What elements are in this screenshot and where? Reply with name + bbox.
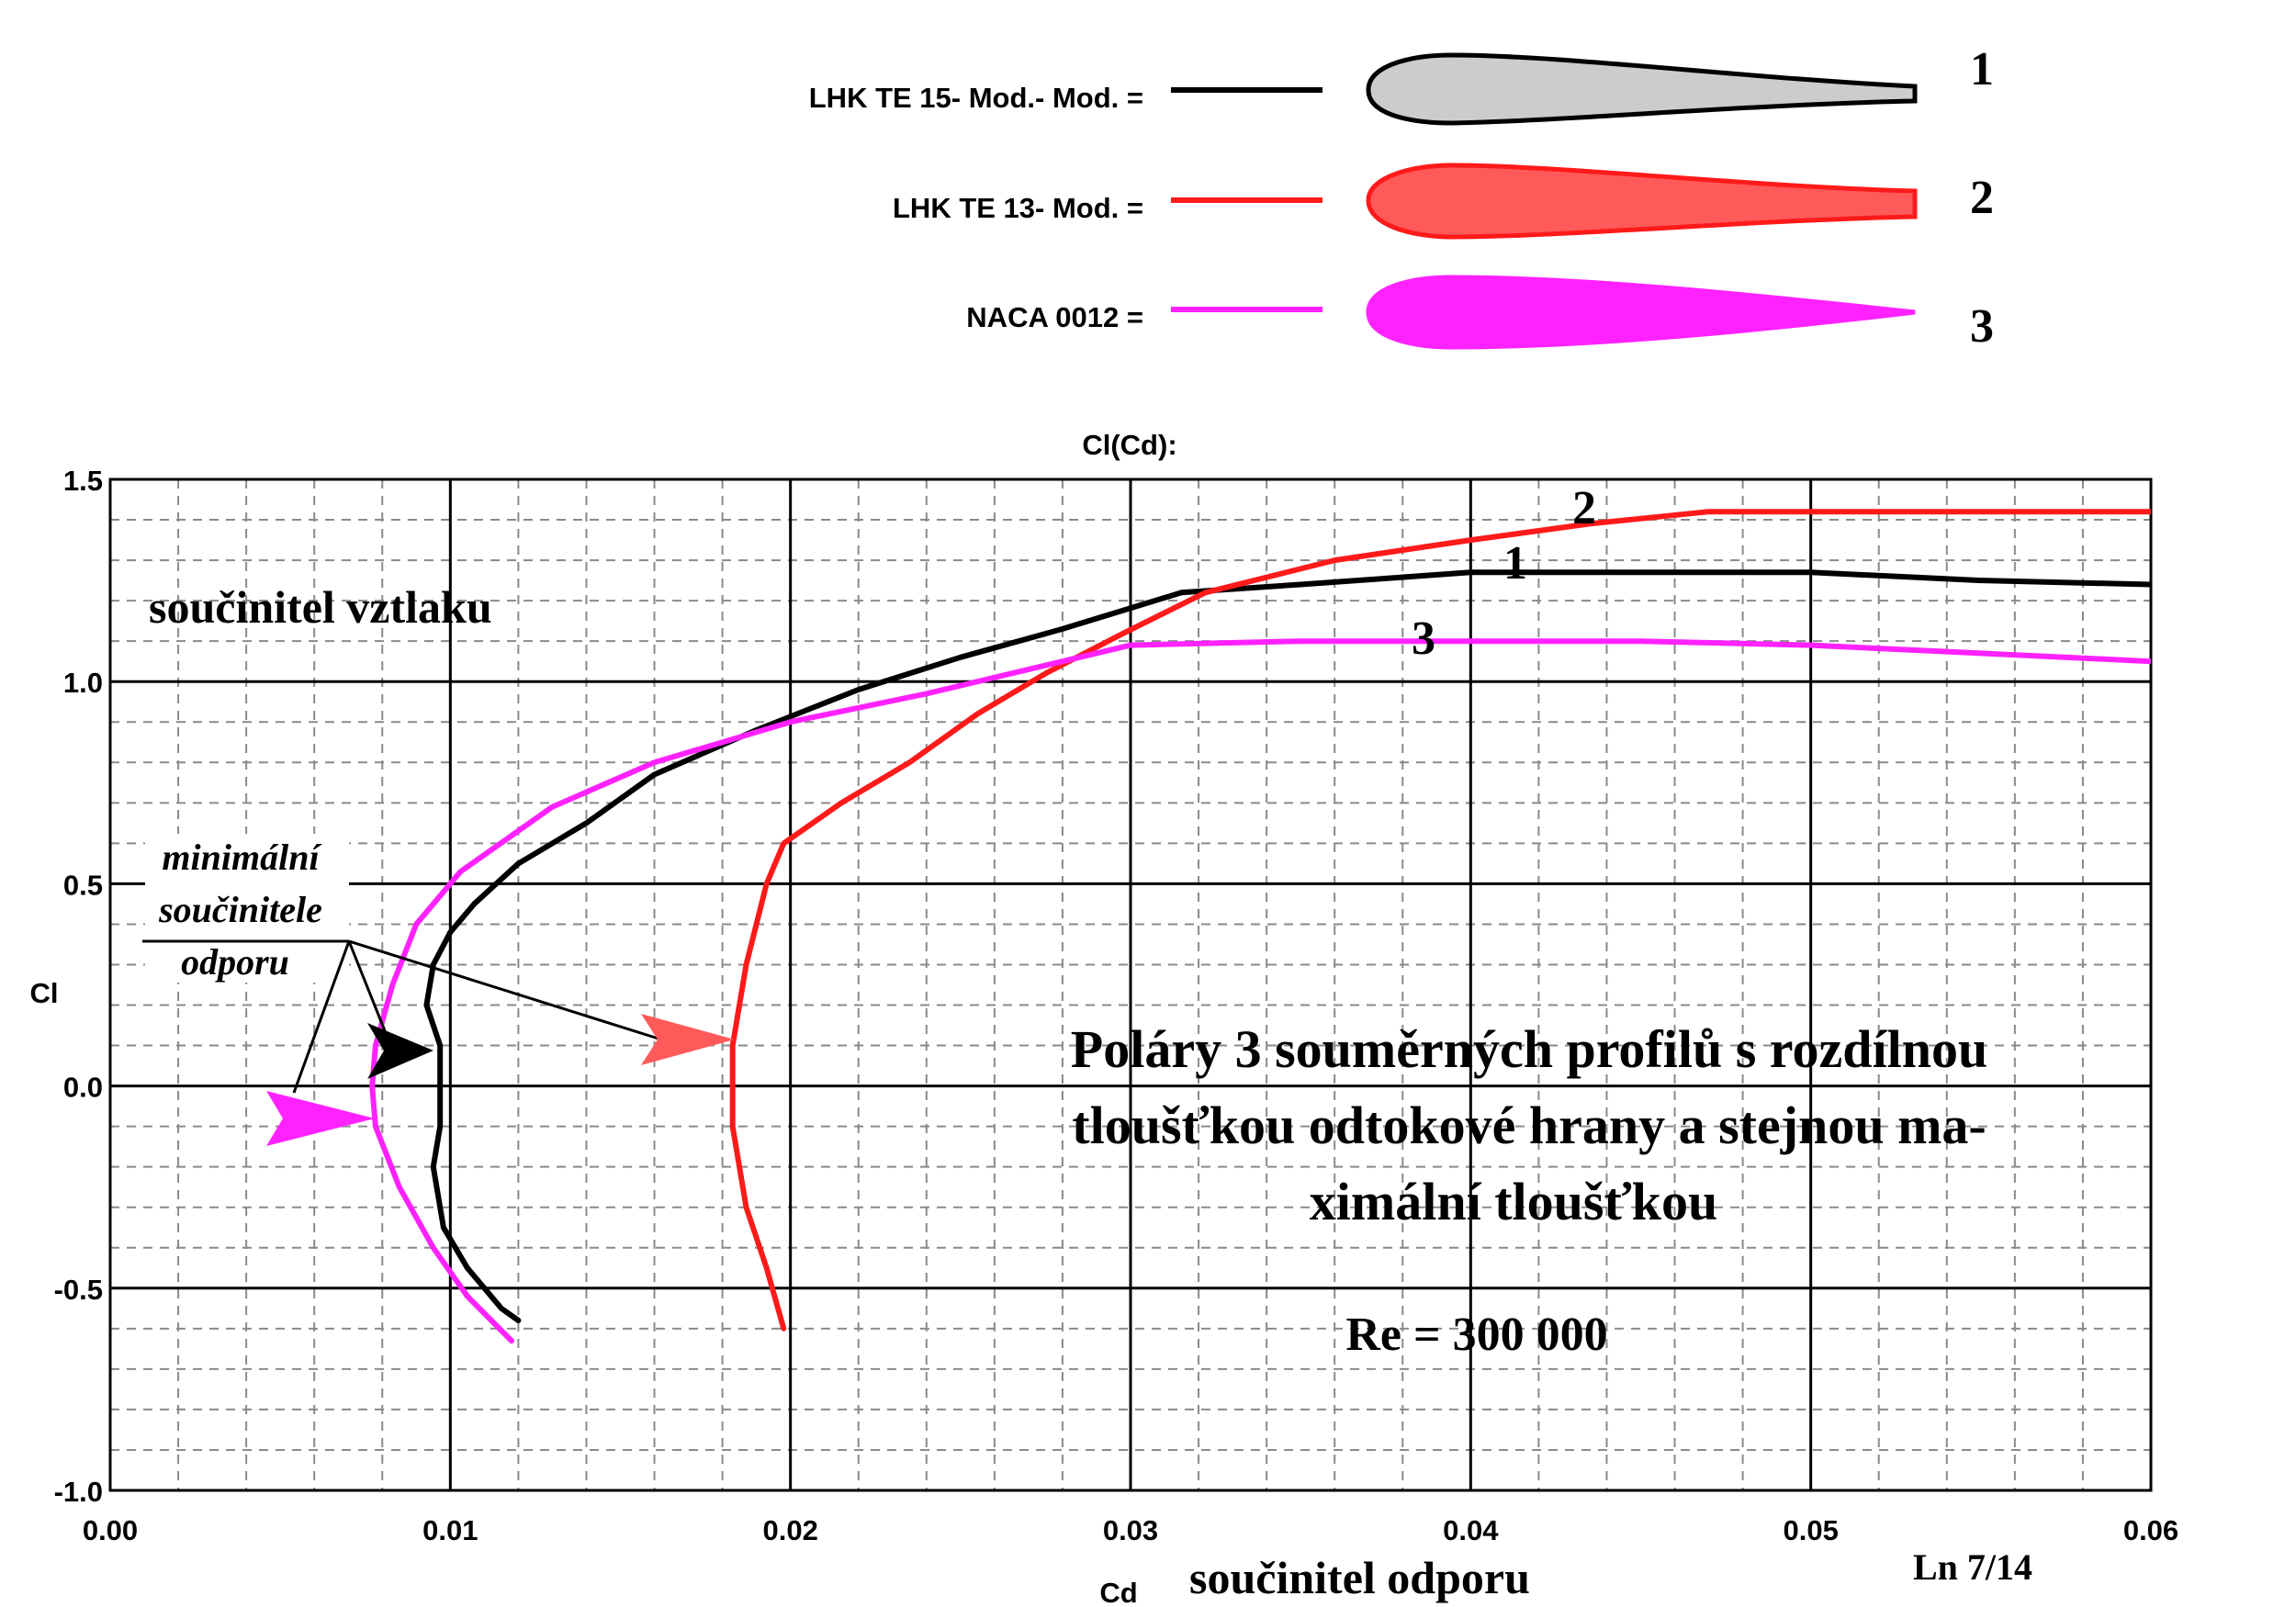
- grid-minor: [110, 479, 2151, 1490]
- chart-title: Cl(Cd):: [1082, 429, 1176, 461]
- arrow-naca: [266, 1091, 375, 1146]
- reynolds-number: Re = 300 000: [1345, 1309, 1607, 1361]
- x-tick-label: 0.00: [83, 1514, 138, 1546]
- legend-label-3: NACA 0012 =: [966, 301, 1143, 333]
- main-text-line-3: ximální tloušťkou: [1310, 1172, 1717, 1231]
- y-tick-label: 0.5: [63, 869, 103, 901]
- legend-label-1: LHK TE 15- Mod.- Mod. =: [809, 82, 1143, 114]
- min-drag-annotation-bg: [145, 834, 349, 983]
- x-tick-label: 0.01: [422, 1514, 478, 1546]
- series-line-3: [369, 638, 2151, 1344]
- arrow-lhk15: [367, 1023, 433, 1079]
- legend-number-3: 3: [1970, 300, 1994, 353]
- airfoil-profile-1: [1366, 52, 1918, 126]
- legend-number-1: 1: [1970, 43, 1994, 96]
- pointer-line-lhk13: [348, 939, 662, 1041]
- main-text-line-2: tloušťkou odtokové hrany a stejnou ma-: [1072, 1096, 1986, 1155]
- x-tick-label: 0.06: [2123, 1514, 2178, 1546]
- x-tick-label: 0.03: [1103, 1514, 1158, 1546]
- main-text-line-1: Poláry 3 souměrných profilů s rozdílnou: [1071, 1019, 1987, 1079]
- curve-numbers: 2 1 3: [1412, 482, 1596, 665]
- x-tick-label: 0.02: [762, 1514, 817, 1546]
- y-tick-label: 1.0: [63, 667, 103, 699]
- plot-frame: [108, 478, 2153, 1492]
- airfoil-profile-2: [1366, 163, 1918, 240]
- lift-coefficient-label: součinitel vztlaku: [149, 581, 492, 633]
- y-tick-label: -0.5: [54, 1274, 103, 1306]
- curve-number-2: 2: [1572, 482, 1596, 534]
- y-tick-label: 0.0: [63, 1072, 103, 1104]
- x-axis-label: Cd: [1099, 1577, 1137, 1607]
- airfoil-profile-3: [1366, 275, 1916, 350]
- series-line-1: [423, 569, 2151, 1323]
- y-axis-label: Cl: [30, 977, 59, 1009]
- min-drag-line-3: odporu: [181, 941, 289, 983]
- legend-number-2: 2: [1970, 172, 1994, 224]
- pointer-line-naca: [292, 940, 351, 1094]
- legend-label-2: LHK TE 13- Mod. =: [893, 192, 1143, 224]
- min-drag-line-2: součinitele: [158, 889, 322, 930]
- y-tick-label: -1.0: [54, 1476, 103, 1508]
- main-description: Poláry 3 souměrných profilů s rozdílnou …: [1071, 1019, 1987, 1231]
- curve-number-1: 1: [1503, 537, 1527, 590]
- series-line-2: [729, 509, 2151, 1332]
- page-reference: Ln 7/14: [1913, 1546, 2032, 1588]
- arrow-lhk13: [641, 1014, 735, 1065]
- min-drag-line-1: minimální: [162, 837, 321, 878]
- series-layer: [369, 509, 2151, 1344]
- x-tick-labels: 0.00 0.01 0.02 0.03 0.04 0.05 0.06: [83, 1514, 2178, 1546]
- y-tick-labels: 1.5 1.0 0.5 0.0 -0.5 -1.0: [54, 465, 103, 1508]
- curve-number-3: 3: [1412, 612, 1435, 665]
- min-drag-annotation: minimální součinitele odporu: [142, 834, 735, 1146]
- x-tick-label: 0.05: [1783, 1514, 1838, 1546]
- drag-coefficient-label: součinitel odporu: [1189, 1552, 1530, 1603]
- y-tick-label: 1.5: [63, 465, 103, 497]
- x-tick-label: 0.04: [1443, 1514, 1499, 1546]
- legend: LHK TE 15- Mod.- Mod. = 1 LHK TE 13- Mod…: [809, 43, 1994, 353]
